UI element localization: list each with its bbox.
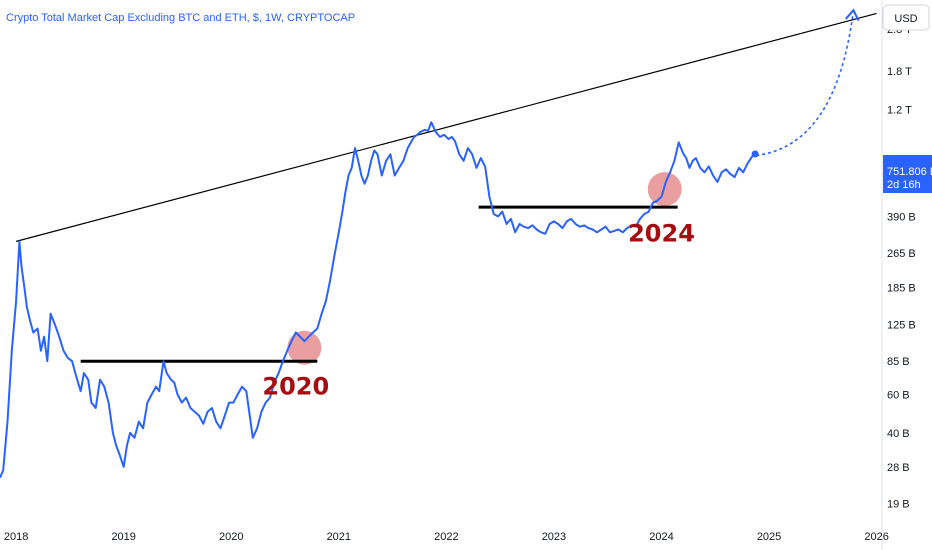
- annotation-2024: 2024: [628, 219, 695, 247]
- y-tick-label: 85 B: [887, 356, 910, 368]
- annotation-2020: 2020: [262, 372, 329, 400]
- y-tick-label: 390 B: [887, 211, 916, 223]
- y-tick-label: 40 B: [887, 428, 910, 440]
- trendline: [15, 12, 877, 242]
- time-scale[interactable]: 2018 2019 2020 2021 2022 2023 2024 2025 2026: [4, 531, 889, 543]
- last-price-value: 751.806 B: [887, 166, 932, 178]
- x-tick-label: 2025: [757, 531, 781, 543]
- x-tick-label: 2024: [649, 531, 673, 543]
- x-tick-label: 2022: [434, 531, 458, 543]
- y-tick-label: 125 B: [887, 320, 916, 332]
- x-tick-label: 2018: [4, 531, 28, 543]
- x-tick-label: 2023: [542, 531, 566, 543]
- currency-button-label: USD: [894, 13, 917, 25]
- last-price-tag: 751.806 B 2d 16h: [883, 155, 932, 193]
- currency-button[interactable]: [882, 4, 930, 31]
- y-tick-label: 1.2 T: [887, 105, 912, 117]
- y-tick-label: 60 B: [887, 389, 910, 401]
- y-tick-label: 19 B: [887, 499, 910, 511]
- plot-area[interactable]: 2020 2024: [0, 8, 877, 479]
- y-tick-label: 265 B: [887, 248, 916, 260]
- x-tick-label: 2019: [111, 531, 135, 543]
- y-tick-label: 1.8 T: [887, 66, 912, 78]
- y-tick-label: 185 B: [887, 282, 916, 294]
- y-tick-label: 28 B: [887, 462, 910, 474]
- x-tick-label: 2026: [864, 531, 888, 543]
- bar-countdown: 2d 16h: [887, 179, 921, 191]
- projection-arrow: [756, 8, 860, 157]
- highlight-circle-2020: [287, 330, 322, 365]
- chart-title: Crypto Total Market Cap Excluding BTC an…: [6, 12, 355, 24]
- x-tick-label: 2021: [327, 531, 351, 543]
- x-tick-label: 2020: [219, 531, 243, 543]
- last-point-marker: [751, 150, 759, 158]
- series-line: [0, 121, 756, 479]
